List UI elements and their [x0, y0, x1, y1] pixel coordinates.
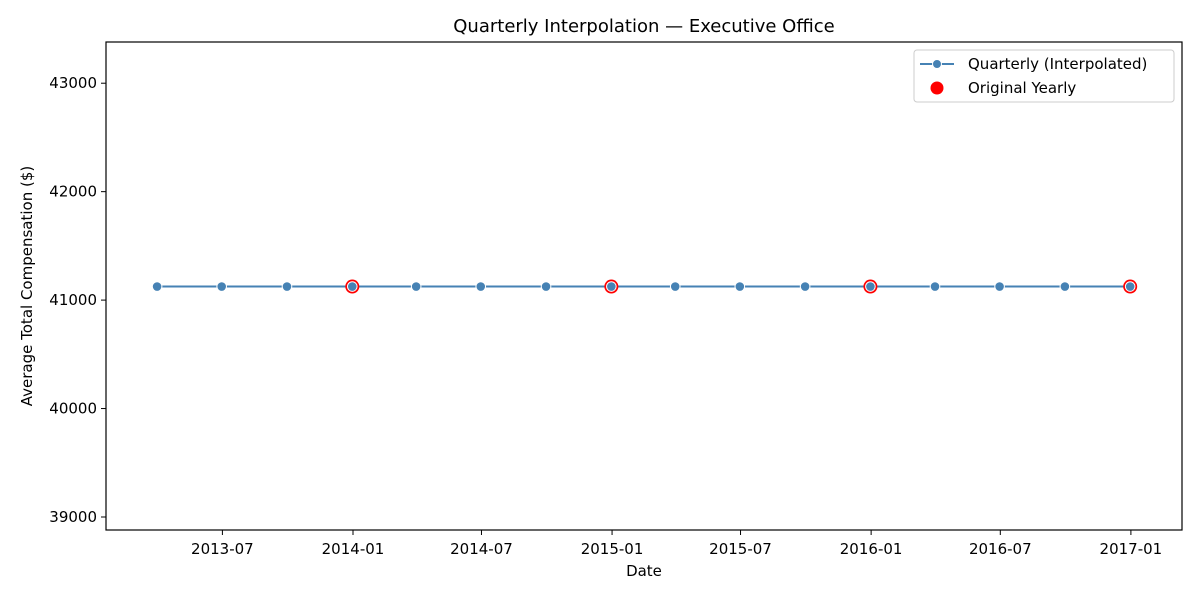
data-point-quarterly [606, 281, 617, 292]
x-tick-label: 2017-01 [1100, 540, 1163, 558]
data-point-quarterly [410, 281, 422, 292]
data-point-quarterly [799, 281, 811, 292]
legend-label-yearly: Original Yearly [968, 79, 1076, 97]
data-point-quarterly [994, 281, 1005, 292]
data-point-quarterly [281, 281, 293, 292]
x-tick-label: 2014-01 [322, 540, 385, 558]
y-tick-label: 39000 [49, 508, 97, 526]
y-tick-label: 42000 [49, 183, 97, 201]
data-point-quarterly [216, 281, 227, 292]
y-tick-label: 43000 [49, 74, 97, 92]
legend-scatter-marker [930, 81, 944, 95]
data-point-quarterly [151, 281, 163, 292]
x-axis: 2013-07 2014-01 2014-07 2015-01 2015-07 2016-… [191, 530, 1162, 558]
data-point-quarterly [540, 281, 552, 292]
y-axis-label: Average Total Compensation ($) [18, 166, 36, 406]
legend-line-marker [932, 59, 942, 69]
data-point-quarterly [1059, 281, 1071, 292]
x-tick-label: 2016-01 [840, 540, 903, 558]
data-point-quarterly [865, 281, 876, 292]
plot-frame [105, 41, 1183, 531]
legend: Quarterly (Interpolated) Original Yearly [913, 49, 1175, 103]
x-tick-label: 2013-07 [191, 540, 254, 558]
data-point-quarterly [929, 281, 941, 292]
data-point-quarterly [669, 281, 681, 292]
x-axis-label: Date [626, 562, 662, 580]
x-tick-label: 2015-07 [709, 540, 772, 558]
y-axis: 39000 40000 41000 42000 43000 [49, 74, 106, 526]
legend-label-quarterly: Quarterly (Interpolated) [968, 55, 1147, 73]
plot-area [151, 279, 1138, 294]
x-tick-label: 2015-01 [581, 540, 644, 558]
y-tick-label: 40000 [49, 400, 97, 418]
x-tick-label: 2014-07 [450, 540, 513, 558]
data-point-quarterly [1124, 281, 1136, 292]
data-point-quarterly [734, 281, 746, 292]
data-point-quarterly [346, 281, 358, 292]
chart-title: Quarterly Interpolation — Executive Offi… [453, 16, 834, 37]
data-point-quarterly [475, 281, 487, 292]
y-tick-label: 41000 [49, 291, 97, 309]
legend-box [913, 49, 1175, 103]
x-tick-label: 2016-07 [969, 540, 1032, 558]
